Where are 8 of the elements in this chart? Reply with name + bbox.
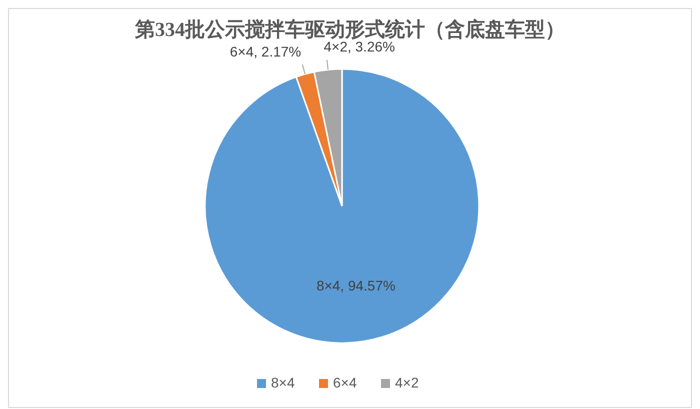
legend-label: 6×4 [333, 374, 357, 391]
data-label: 8×4, 94.57% [316, 278, 396, 294]
pie-slice [204, 68, 480, 344]
data-label: 4×2, 3.26% [324, 38, 395, 55]
legend-label: 8×4 [271, 374, 295, 391]
data-label: 6×4, 2.17% [230, 44, 302, 60]
chart-title: 第334批公示搅拌车驱动形式统计（含底盘车型） [134, 18, 565, 41]
legend-label: 4×2 [395, 374, 419, 391]
